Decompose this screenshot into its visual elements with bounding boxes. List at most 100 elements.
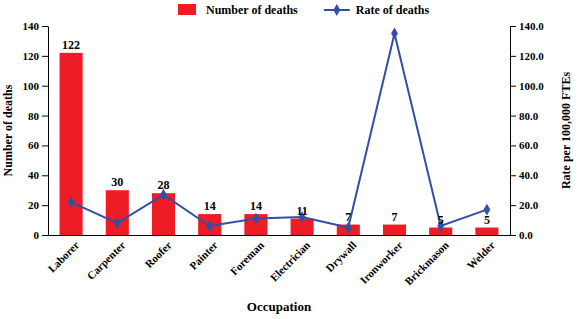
x-axis-title: Occupation xyxy=(247,299,312,314)
marker xyxy=(253,213,260,225)
bar xyxy=(475,228,498,235)
x-axis-tick-label: Foreman xyxy=(228,239,267,278)
y2-axis-tick-label: 0.0 xyxy=(519,229,533,241)
y2-axis-tick-mark xyxy=(510,205,516,206)
y-axis-tick-mark xyxy=(42,56,48,57)
x-axis-tick-label: Laborer xyxy=(45,239,81,275)
y-axis-tick-label: 20 xyxy=(28,199,40,211)
bar xyxy=(60,53,83,235)
y2-axis-tick: 100.0 xyxy=(510,80,544,92)
x-axis-tick-label: Ironworker xyxy=(358,239,405,286)
x-axis-tick-label: Electrician xyxy=(268,239,313,284)
data-label: 11 xyxy=(296,204,307,218)
x-axis-tick-label: Drywall xyxy=(323,239,358,274)
y2-axis-tick-label: 100.0 xyxy=(519,80,544,92)
y-axis-tick: 120 xyxy=(23,50,49,62)
x-axis-tick: Brickmason xyxy=(402,239,451,288)
bar xyxy=(383,225,406,235)
y2-axis-tick-label: 60.0 xyxy=(519,139,539,151)
x-axis-tick: Laborer xyxy=(45,239,81,275)
y-axis-tick-mark xyxy=(42,235,48,236)
data-label: 28 xyxy=(158,178,170,192)
y2-axis-tick-label: 40.0 xyxy=(519,169,539,181)
y-axis-tick-label: 100 xyxy=(23,80,40,92)
y-axis-tick: 80 xyxy=(28,110,48,122)
y2-axis-tick: 80.0 xyxy=(510,110,539,122)
chart-root: 0 20 40 60 80 100 120 140 0.0 20.0 40.0 60.0 80.0 100… xyxy=(0,0,580,319)
marker xyxy=(391,28,398,40)
marker xyxy=(206,220,213,232)
y-axis-tick-label: 80 xyxy=(28,110,40,122)
y2-axis: 0.0 20.0 40.0 60.0 80.0 100.0 120.0 140.0 xyxy=(510,20,544,241)
y2-axis-tick-label: 120.0 xyxy=(519,50,544,62)
y2-axis-tick-label: 20.0 xyxy=(519,199,539,211)
y2-axis-tick-mark xyxy=(510,56,516,57)
data-label: 7 xyxy=(345,210,351,224)
y-axis-tick-mark xyxy=(42,116,48,117)
legend: Number of deaths Rate of deaths xyxy=(178,3,429,17)
data-label: 14 xyxy=(204,199,216,213)
legend-label: Rate of deaths xyxy=(356,3,430,17)
x-axis-tick: Carpenter xyxy=(85,239,128,282)
y2-axis-tick-label: 80.0 xyxy=(519,110,539,122)
y-axis-tick-label: 40 xyxy=(28,169,40,181)
y2-axis-title: Rate per 100,000 FTEs xyxy=(559,72,573,189)
x-axis-tick: Foreman xyxy=(228,239,267,278)
legend-swatch xyxy=(178,4,196,15)
y-axis-tick: 20 xyxy=(28,199,48,211)
x-axis-tick-label: Welder xyxy=(464,239,497,272)
y2-axis-tick-mark xyxy=(510,116,516,117)
y2-axis-tick-mark xyxy=(510,235,516,236)
data-labels: 122 30 28 14 14 11 7 7 5 5 xyxy=(62,38,490,227)
y-axis-tick-mark xyxy=(42,205,48,206)
x-axis-tick-label: Carpenter xyxy=(85,239,128,282)
y-axis-tick-label: 120 xyxy=(23,50,40,62)
y-axis-tick: 0 xyxy=(34,229,49,241)
marker xyxy=(68,196,75,208)
y2-axis-tick-mark xyxy=(510,86,516,87)
x-axis-tick-label: Roofer xyxy=(142,239,173,270)
data-label: 5 xyxy=(438,213,444,227)
x-axis-tick: Roofer xyxy=(142,239,173,270)
data-label: 7 xyxy=(392,210,398,224)
legend-item: Rate of deaths xyxy=(324,3,430,17)
y-axis-tick: 140 xyxy=(23,20,49,32)
y2-axis-tick-label: 140.0 xyxy=(519,20,544,32)
y2-axis-line xyxy=(510,27,511,236)
y-axis-tick-label: 0 xyxy=(34,229,40,241)
x-axis: LaborerCarpenter Roofer PainterForemanElec… xyxy=(45,236,510,288)
y2-axis-tick: 0.0 xyxy=(510,229,533,241)
legend-label: Number of deaths xyxy=(206,3,298,17)
marker xyxy=(114,217,121,229)
x-axis-line xyxy=(49,235,511,236)
y-axis-tick-mark xyxy=(42,145,48,146)
x-axis-tick: Welder xyxy=(464,239,497,272)
y2-axis-tick: 140.0 xyxy=(510,20,544,32)
data-label: 5 xyxy=(484,213,490,227)
legend-marker xyxy=(333,4,340,16)
data-label: 122 xyxy=(62,38,80,52)
y2-axis-tick: 20.0 xyxy=(510,199,539,211)
y2-axis-tick: 120.0 xyxy=(510,50,544,62)
y2-axis-tick: 40.0 xyxy=(510,169,539,181)
x-axis-tick-label: Painter xyxy=(187,239,220,272)
y-axis-line xyxy=(48,27,49,236)
y-axis-tick-label: 60 xyxy=(28,139,40,151)
y-axis-tick: 100 xyxy=(23,80,49,92)
y-axis-title: Number of deaths xyxy=(1,84,15,176)
x-axis-tick: Electrician xyxy=(268,239,313,284)
chart-svg: 0 20 40 60 80 100 120 140 0.0 20.0 40.0 60.0 80.0 100… xyxy=(0,0,580,319)
y2-axis-tick-mark xyxy=(510,175,516,176)
legend-item: Number of deaths xyxy=(178,3,298,17)
y-axis-tick-mark xyxy=(42,86,48,87)
y2-axis-tick-mark xyxy=(510,26,516,27)
x-axis-tick: Ironworker xyxy=(358,239,405,286)
x-axis-tick: Drywall xyxy=(323,239,358,274)
y2-axis-tick: 60.0 xyxy=(510,139,539,151)
y2-axis-tick-mark xyxy=(510,145,516,146)
data-label: 14 xyxy=(250,199,262,213)
data-label: 30 xyxy=(111,175,123,189)
line xyxy=(71,33,487,227)
y-axis-tick-label: 140 xyxy=(23,20,40,32)
bar xyxy=(106,190,129,235)
